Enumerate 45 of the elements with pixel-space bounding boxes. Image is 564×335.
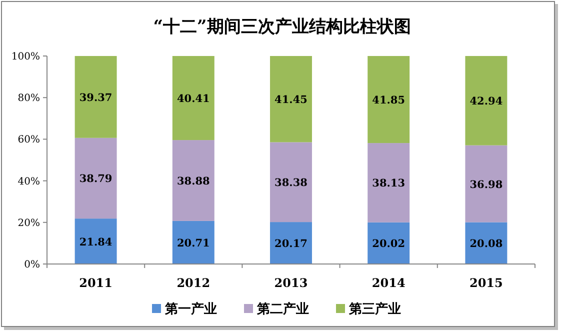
- bar: [465, 145, 508, 222]
- data-label: 20.08: [470, 238, 503, 250]
- data-label: 36.98: [470, 178, 503, 191]
- data-label: 42.94: [470, 96, 503, 108]
- data-label: 41.85: [372, 94, 406, 107]
- data-label: 20.02: [372, 238, 406, 250]
- data-label: 39.37: [79, 92, 112, 104]
- bar: [74, 218, 117, 264]
- x-tick-label: 2012: [176, 276, 210, 290]
- x-tick-label: 2013: [274, 276, 308, 290]
- y-tick-label: 100%: [11, 52, 40, 62]
- bar: [270, 222, 312, 264]
- bar: [368, 143, 410, 222]
- legend-label: 第二产业: [256, 301, 309, 317]
- legend-label: 第三产业: [348, 301, 401, 317]
- bar: [465, 222, 508, 264]
- y-tick-label: 20%: [18, 218, 40, 229]
- x-tick-label: 2014: [372, 276, 406, 290]
- legend-label: 第一产业: [164, 301, 217, 317]
- bar: [270, 56, 312, 142]
- data-label: 38.79: [79, 173, 112, 186]
- chart-title: “十二”期间三次产业结构比柱状图: [153, 17, 411, 37]
- y-tick-label: 0%: [24, 260, 40, 270]
- data-label: 38.88: [176, 175, 210, 188]
- bar: [465, 56, 508, 146]
- data-label: 38.38: [274, 177, 308, 190]
- data-label: 20.71: [176, 237, 210, 250]
- data-label: 40.41: [176, 93, 210, 106]
- x-tick-label: 2015: [469, 276, 503, 290]
- y-tick-label: 80%: [18, 93, 40, 104]
- y-tick-label: 60%: [18, 134, 40, 146]
- bar: [74, 56, 117, 138]
- bar: [172, 56, 214, 140]
- bar: [172, 140, 214, 221]
- data-label: 41.45: [274, 94, 308, 106]
- data-label: 20.17: [274, 238, 308, 250]
- bar: [368, 222, 410, 264]
- bar: [172, 220, 214, 264]
- bar: [270, 142, 312, 222]
- y-tick-label: 40%: [18, 176, 40, 188]
- bar: [368, 56, 410, 144]
- x-tick-label: 2011: [79, 276, 113, 290]
- bar: [74, 138, 117, 219]
- data-label: 38.13: [372, 178, 406, 190]
- data-label: 21.84: [79, 236, 112, 248]
